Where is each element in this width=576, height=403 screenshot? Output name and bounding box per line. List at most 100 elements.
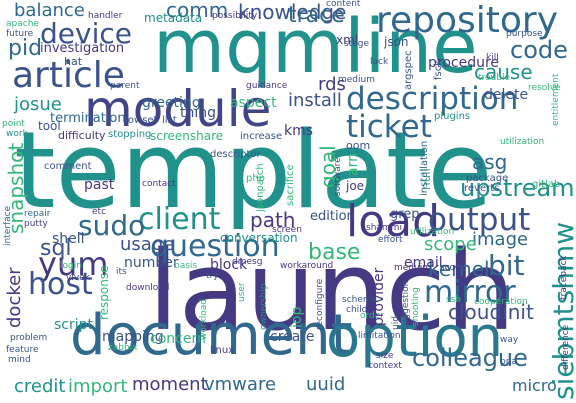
word-micro: micro	[512, 376, 557, 395]
word-host: host	[28, 267, 93, 302]
word-number: number	[124, 255, 179, 271]
word-contact: contact	[142, 179, 176, 189]
word-mapping: mapping	[102, 329, 164, 345]
word-php: php	[246, 173, 266, 184]
word-moment: moment	[132, 374, 208, 395]
word-install: install	[288, 90, 342, 111]
word-traceback: traceback	[559, 255, 569, 300]
word-yum: yum	[38, 245, 109, 283]
word-template: template	[14, 109, 493, 232]
word-base: base	[308, 240, 361, 265]
word-medium: medium	[338, 75, 375, 85]
word-interface: interface	[3, 205, 13, 246]
word-suggestion: suggestion	[401, 280, 411, 330]
word-usage: usage	[120, 234, 175, 255]
word-jsonpatch: jsonpatch	[255, 163, 266, 212]
word-content: content	[326, 0, 361, 9]
word-scope: scope	[424, 234, 477, 255]
word-provider: provider	[371, 267, 387, 326]
word-screen: screen	[272, 225, 302, 235]
word-pid: pid	[8, 36, 43, 61]
word-putty: putty	[24, 219, 48, 229]
word-repair: repair	[24, 209, 51, 219]
word-description: description	[346, 81, 519, 117]
word-ticket: ticket	[346, 109, 432, 145]
word-download: download	[126, 283, 170, 293]
word-effort: effort	[378, 235, 403, 245]
word-workaround: workaround	[280, 261, 334, 271]
word-comm: comm	[166, 0, 229, 22]
word-basis: basis	[174, 261, 198, 271]
word-document: document	[70, 303, 353, 368]
word-siebmtshmw: siebmtshmw	[547, 221, 576, 400]
word-edition: edition	[310, 209, 355, 224]
word-entitlement: entitlement	[551, 73, 561, 126]
word-utilization-2: utilization	[410, 227, 455, 237]
word-utilization: utilization	[500, 137, 545, 147]
word-reverts: reverts	[464, 183, 500, 194]
word-kernel: colleague	[412, 344, 528, 372]
word-mind: mind	[8, 355, 31, 365]
word-launch: launch	[148, 227, 516, 355]
word-zabbix: zabbix	[108, 343, 138, 353]
word-bit: bit	[488, 249, 525, 282]
word-shell: shell	[52, 231, 85, 247]
word-josue: josue	[14, 94, 62, 115]
word-mirror: mirror	[424, 275, 516, 310]
word-shammi: shammi	[366, 223, 402, 233]
word-argspec: argspec	[403, 50, 414, 90]
word-block: block	[210, 257, 248, 273]
word-gitlab: gitlab	[532, 179, 561, 190]
word-kill: kill	[486, 53, 499, 63]
word-resolve: resolve	[528, 83, 561, 93]
word-trace: trace	[288, 3, 345, 28]
word-limitation: limitation	[358, 331, 401, 341]
word-code: code	[510, 36, 568, 64]
word-child: child	[346, 305, 368, 315]
word-email: email	[404, 255, 443, 271]
word-metadata: metadata	[144, 11, 203, 25]
word-cloudinit: cloudinit	[448, 300, 534, 324]
word-shooting: shooting	[411, 287, 421, 326]
word-path: path	[250, 208, 296, 232]
word-delete: delete	[484, 87, 529, 103]
word-docker: docker	[4, 267, 25, 328]
word-option: option	[326, 305, 504, 370]
word-tool: tool	[38, 119, 61, 133]
word-question: question	[150, 229, 280, 264]
word-xml: xml	[336, 33, 359, 47]
word-thing: thing	[180, 105, 217, 121]
word-upstream: upstream	[460, 174, 575, 202]
word-vivek: vivek	[66, 273, 90, 283]
word-plugins: plugins	[434, 111, 471, 122]
word-lack: lack	[370, 57, 389, 67]
word-linux: linux	[210, 345, 235, 356]
word-oom: oom	[346, 139, 371, 152]
word-greeting: greeting	[142, 95, 201, 111]
word-grep: grep	[390, 207, 420, 222]
word-future: future	[6, 29, 34, 39]
word-investigation: investigation	[40, 41, 125, 56]
word-parent: parent	[110, 81, 140, 91]
word-termination: termination	[50, 111, 126, 126]
word-sudo: sudo	[78, 209, 146, 242]
word-balance: balance	[14, 0, 85, 21]
word-iop: iop	[289, 306, 305, 328]
word-ownership: ownership	[259, 283, 269, 330]
word-possibility: possibility	[212, 11, 258, 21]
word-concern: concern	[150, 331, 206, 347]
word-order: order	[360, 311, 384, 321]
word-purpose: purpose	[506, 29, 543, 39]
word-workload: workload	[199, 298, 209, 340]
word-comment: comment	[44, 161, 92, 172]
word-point: point	[2, 119, 25, 129]
word-try: try	[206, 271, 219, 281]
word-ssh: ssh	[446, 295, 462, 305]
word-module: module	[84, 80, 272, 138]
word-arn: arn	[345, 153, 361, 176]
word-mqmline: mqmline	[153, 4, 478, 90]
word-aspect: aspect	[230, 95, 277, 111]
word-create: create	[270, 329, 315, 345]
word-schema: schema	[342, 295, 378, 305]
word-load: load	[346, 196, 441, 247]
